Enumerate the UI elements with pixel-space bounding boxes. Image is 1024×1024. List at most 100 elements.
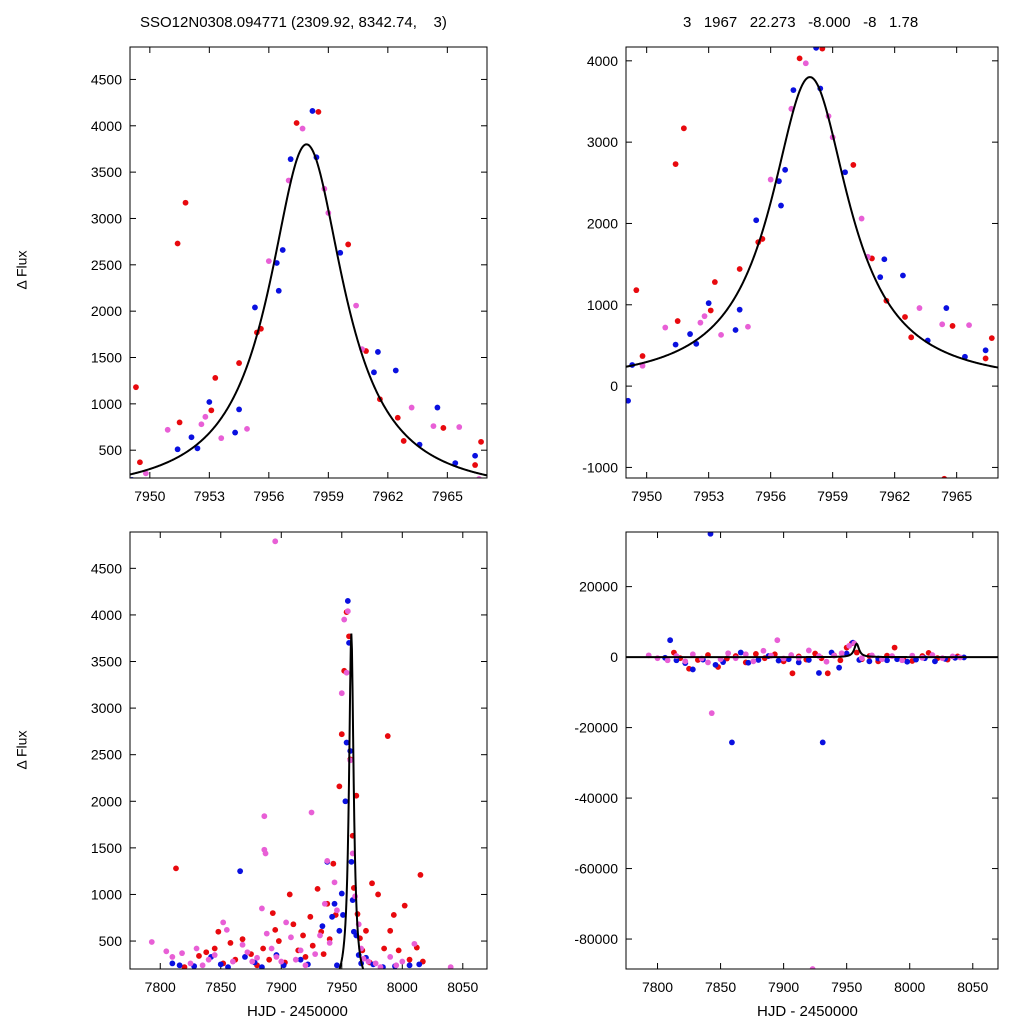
- data-point-red: [891, 644, 898, 651]
- data-point-pink: [344, 608, 351, 615]
- data-point-red: [290, 921, 297, 928]
- data-point-blue: [729, 739, 735, 746]
- star-id-header: SSO12N0308.094771 (2309.92, 8342.74, 3): [140, 14, 447, 31]
- data-point-pink: [169, 953, 176, 960]
- data-point-pink: [682, 658, 689, 665]
- data-point-red: [819, 47, 826, 52]
- y-tick-label: 4000: [587, 53, 618, 69]
- data-point-red: [173, 865, 179, 872]
- data-point-red: [293, 120, 300, 126]
- data-point-red: [181, 964, 188, 969]
- x-axis-label-left: HJD - 2450000: [247, 1003, 348, 1020]
- data-point-blue: [836, 664, 843, 671]
- data-point-pink: [399, 958, 406, 965]
- y-tick-label: 1500: [91, 840, 122, 856]
- data-point-blue: [932, 658, 938, 665]
- y-tick-label: 3500: [91, 164, 122, 180]
- x-tick-label: 7962: [879, 488, 910, 504]
- data-point-pink: [187, 960, 194, 967]
- data-point-red: [286, 891, 293, 898]
- data-point-blue: [816, 670, 822, 676]
- data-point-pink: [317, 932, 323, 939]
- data-point-blue: [375, 349, 381, 355]
- y-tick-label: 4000: [91, 607, 122, 623]
- data-point-blue: [705, 300, 712, 307]
- data-point-pink: [387, 953, 394, 960]
- data-point-red: [336, 783, 343, 790]
- data-point-red: [853, 649, 860, 656]
- data-point-red: [260, 945, 267, 952]
- data-point-pink: [408, 404, 415, 411]
- plot-area: [148, 538, 454, 969]
- data-point-pink: [244, 425, 250, 432]
- x-tick-label: 8000: [387, 979, 418, 995]
- data-point-blue: [745, 659, 752, 666]
- data-point-blue: [217, 961, 224, 968]
- data-point-red: [633, 287, 640, 294]
- data-point-red: [215, 928, 222, 935]
- y-tick-label: 3000: [91, 700, 122, 716]
- data-point-red: [478, 438, 484, 445]
- model-curve: [130, 143, 487, 477]
- data-point-red: [789, 670, 796, 677]
- x-tick-label: 7959: [817, 488, 848, 504]
- data-point-blue: [782, 166, 789, 173]
- data-point-pink: [353, 302, 359, 309]
- data-point-pink: [360, 955, 367, 962]
- data-point-pink: [244, 949, 251, 956]
- x-tick-label: 7956: [755, 488, 786, 504]
- x-tick-label: 7850: [205, 979, 236, 995]
- data-point-pink: [701, 313, 708, 320]
- data-point-pink: [331, 879, 338, 886]
- model-curve: [338, 633, 365, 969]
- x-tick-label: 7900: [266, 979, 297, 995]
- data-point-pink: [343, 669, 350, 676]
- data-point-red: [320, 951, 327, 957]
- x-tick-label: 7965: [432, 488, 463, 504]
- data-point-pink: [916, 305, 923, 311]
- data-point-red: [472, 462, 478, 468]
- y-tick-label: 2500: [91, 747, 122, 763]
- data-point-blue: [900, 272, 906, 279]
- data-point-pink: [718, 331, 724, 338]
- data-point-red: [182, 199, 189, 206]
- data-point-pink: [705, 659, 711, 666]
- x-tick-label: 7950: [134, 488, 165, 504]
- data-point-pink: [858, 655, 865, 662]
- data-point-blue: [225, 964, 231, 969]
- data-point-red: [266, 956, 273, 963]
- data-point-red: [680, 125, 687, 132]
- data-point-blue: [866, 658, 873, 665]
- data-point-red: [307, 913, 314, 920]
- data-point-pink: [211, 952, 218, 958]
- y-tick-label: 1000: [91, 396, 122, 412]
- data-point-red: [236, 360, 242, 366]
- model-curve: [626, 76, 998, 369]
- x-tick-label: 8050: [447, 979, 478, 995]
- data-point-pink: [312, 951, 319, 957]
- data-point-pink: [265, 258, 272, 265]
- plot-area: [626, 532, 998, 969]
- data-point-pink: [662, 324, 669, 331]
- data-point-red: [300, 932, 306, 939]
- data-point-red: [949, 323, 956, 329]
- axes-frame: [129, 531, 488, 970]
- data-point-red: [982, 355, 989, 362]
- data-point-red: [133, 384, 139, 391]
- data-point-pink: [302, 962, 309, 969]
- data-point-blue: [392, 367, 399, 374]
- data-point-pink: [341, 616, 348, 623]
- data-point-blue: [736, 306, 743, 313]
- data-point-blue: [206, 399, 213, 405]
- x-tick-label: 7850: [705, 979, 736, 995]
- data-point-red: [752, 651, 759, 657]
- data-point-pink: [254, 954, 260, 961]
- data-point-blue: [755, 657, 762, 663]
- data-point-pink: [966, 322, 972, 329]
- x-tick-label: 7900: [768, 979, 799, 995]
- data-point-blue: [819, 739, 826, 746]
- data-point-pink: [272, 538, 279, 545]
- data-point-blue: [343, 739, 350, 746]
- data-point-blue: [842, 169, 848, 176]
- data-point-pink: [239, 941, 246, 948]
